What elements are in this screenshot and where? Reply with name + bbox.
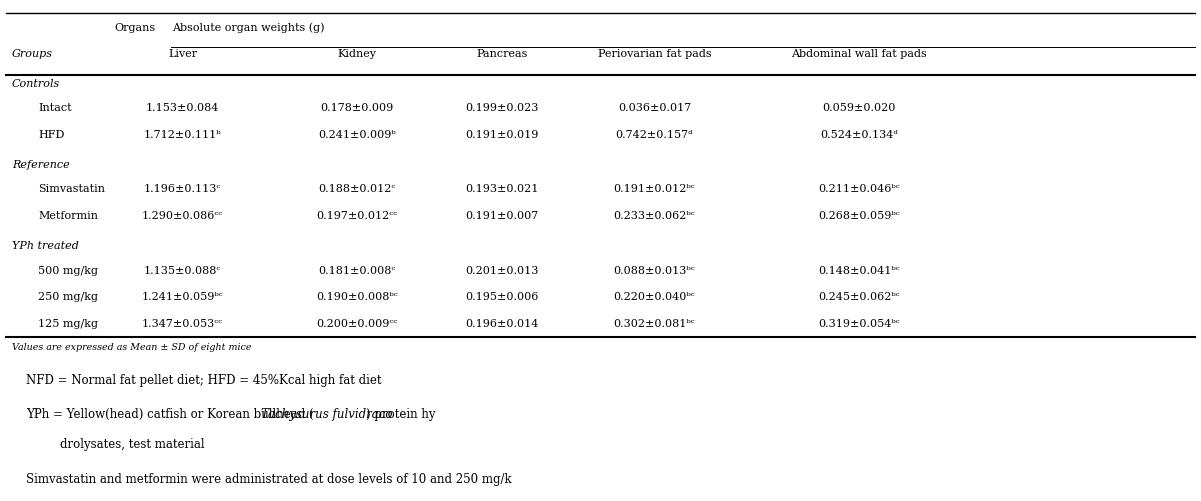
Text: 1.135±0.088ᶜ: 1.135±0.088ᶜ [144, 266, 221, 276]
Text: 1.290±0.086ᶜᶜ: 1.290±0.086ᶜᶜ [142, 211, 223, 221]
Text: 0.199±0.023: 0.199±0.023 [465, 103, 539, 113]
Text: 0.196±0.014: 0.196±0.014 [465, 319, 539, 329]
Text: Reference: Reference [12, 160, 70, 170]
Text: 0.088±0.013ᵇᶜ: 0.088±0.013ᵇᶜ [614, 266, 695, 276]
Text: 1.712±0.111ᵇ: 1.712±0.111ᵇ [144, 130, 221, 140]
Text: 250 mg/kg: 250 mg/kg [38, 292, 98, 302]
Text: NFD = Normal fat pellet diet; HFD = 45%Kcal high fat diet: NFD = Normal fat pellet diet; HFD = 45%K… [26, 374, 382, 387]
Text: Organs: Organs [114, 23, 155, 33]
Text: 0.178±0.009: 0.178±0.009 [321, 103, 393, 113]
Text: 0.191±0.019: 0.191±0.019 [465, 130, 539, 140]
Text: 0.268±0.059ᵇᶜ: 0.268±0.059ᵇᶜ [818, 211, 900, 221]
Text: 0.193±0.021: 0.193±0.021 [465, 184, 539, 194]
Text: 0.195±0.006: 0.195±0.006 [465, 292, 539, 302]
Text: HFD: HFD [38, 130, 65, 140]
Text: 1.153±0.084: 1.153±0.084 [145, 103, 220, 113]
Text: 0.191±0.012ᵇᶜ: 0.191±0.012ᵇᶜ [614, 184, 695, 194]
Text: 0.245±0.062ᵇᶜ: 0.245±0.062ᵇᶜ [818, 292, 900, 302]
Text: 0.190±0.008ᵇᶜ: 0.190±0.008ᵇᶜ [316, 292, 398, 302]
Text: 0.524±0.134ᵈ: 0.524±0.134ᵈ [820, 130, 897, 140]
Text: Simvastatin: Simvastatin [38, 184, 106, 194]
Text: 0.197±0.012ᶜᶜ: 0.197±0.012ᶜᶜ [316, 211, 398, 221]
Text: drolysates, test material: drolysates, test material [60, 438, 204, 451]
Text: 1.347±0.053ᶜᶜ: 1.347±0.053ᶜᶜ [142, 319, 223, 329]
Text: 0.241±0.009ᵇ: 0.241±0.009ᵇ [318, 130, 395, 140]
Text: 0.036±0.017: 0.036±0.017 [619, 103, 691, 113]
Text: 0.220±0.040ᵇᶜ: 0.220±0.040ᵇᶜ [614, 292, 695, 302]
Text: 0.742±0.157ᵈ: 0.742±0.157ᵈ [616, 130, 693, 140]
Text: Absolute organ weights (g): Absolute organ weights (g) [172, 23, 324, 33]
Text: ) protein hy: ) protein hy [366, 408, 436, 421]
Text: Liver: Liver [168, 49, 197, 59]
Text: 0.211±0.046ᵇᶜ: 0.211±0.046ᵇᶜ [818, 184, 900, 194]
Text: Pancreas: Pancreas [477, 49, 527, 59]
Text: 1.196±0.113ᶜ: 1.196±0.113ᶜ [144, 184, 221, 194]
Text: Metformin: Metformin [38, 211, 98, 221]
Text: 1.241±0.059ᵇᶜ: 1.241±0.059ᵇᶜ [142, 292, 223, 302]
Text: Groups: Groups [12, 49, 53, 59]
Text: Kidney: Kidney [337, 49, 376, 59]
Text: Tachysurus fulvidraco: Tachysurus fulvidraco [262, 408, 393, 421]
Text: Abdominal wall fat pads: Abdominal wall fat pads [790, 49, 927, 59]
Text: YPh treated: YPh treated [12, 241, 79, 252]
Text: 0.302±0.081ᵇᶜ: 0.302±0.081ᵇᶜ [614, 319, 695, 329]
Text: Controls: Controls [12, 79, 60, 89]
Text: 125 mg/kg: 125 mg/kg [38, 319, 98, 329]
Text: YPh = Yellow(head) catfish or Korean bullhead (: YPh = Yellow(head) catfish or Korean bul… [26, 408, 313, 421]
Text: 0.148±0.041ᵇᶜ: 0.148±0.041ᵇᶜ [818, 266, 900, 276]
Text: 500 mg/kg: 500 mg/kg [38, 266, 98, 276]
Text: 0.319±0.054ᵇᶜ: 0.319±0.054ᵇᶜ [818, 319, 900, 329]
Text: 0.200±0.009ᶜᶜ: 0.200±0.009ᶜᶜ [316, 319, 398, 329]
Text: 0.059±0.020: 0.059±0.020 [821, 103, 896, 113]
Text: Values are expressed as Mean ± SD of eight mice: Values are expressed as Mean ± SD of eig… [12, 343, 251, 352]
Text: Intact: Intact [38, 103, 72, 113]
Text: 0.201±0.013: 0.201±0.013 [465, 266, 539, 276]
Text: 0.181±0.008ᶜ: 0.181±0.008ᶜ [318, 266, 395, 276]
Text: 0.188±0.012ᶜ: 0.188±0.012ᶜ [318, 184, 395, 194]
Text: Periovarian fat pads: Periovarian fat pads [598, 49, 711, 59]
Text: Simvastatin and metformin were administrated at dose levels of 10 and 250 mg/k: Simvastatin and metformin were administr… [26, 472, 512, 485]
Text: 0.233±0.062ᵇᶜ: 0.233±0.062ᵇᶜ [614, 211, 695, 221]
Text: 0.191±0.007: 0.191±0.007 [466, 211, 538, 221]
